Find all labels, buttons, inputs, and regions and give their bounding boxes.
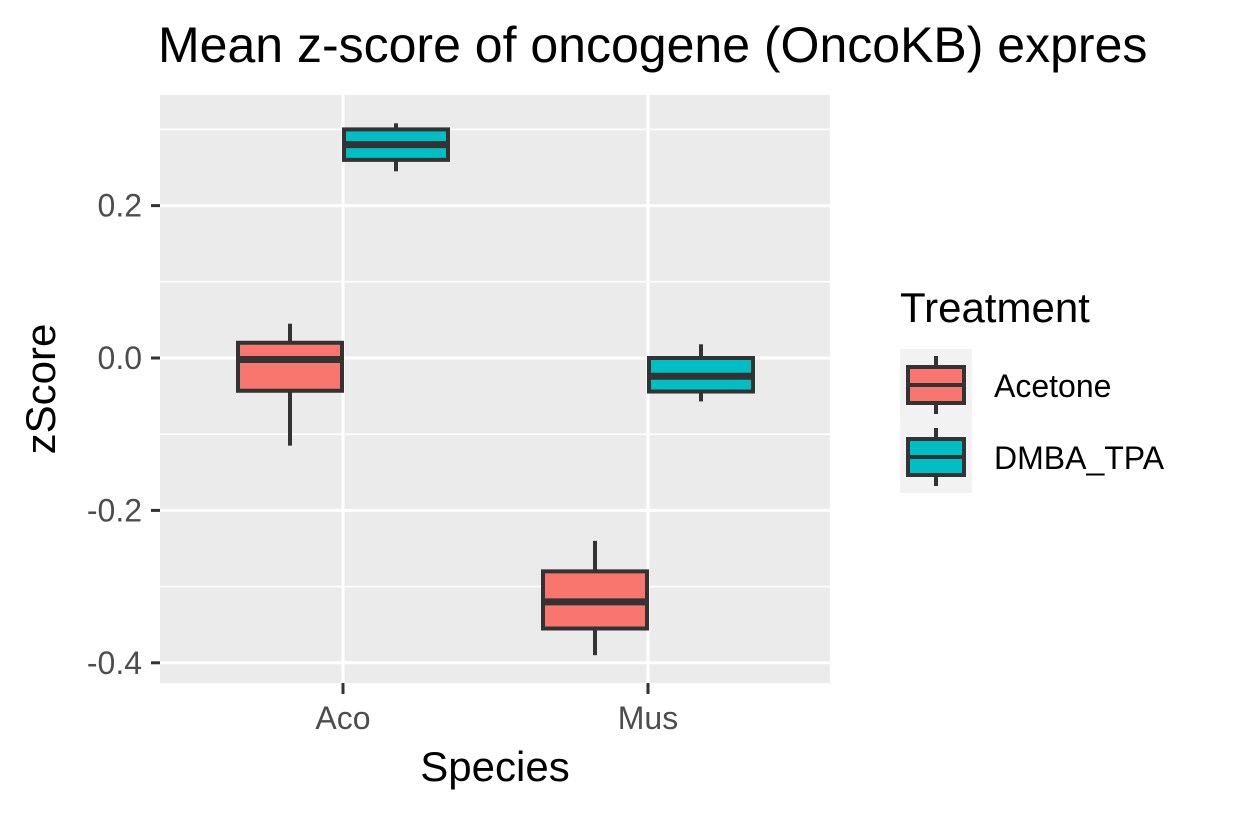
boxplot-Acetone-Aco bbox=[236, 323, 344, 446]
legend-item-DMBA_TPA: DMBA_TPA bbox=[900, 421, 1165, 493]
y-axis: 0.2 0.0 -0.2 -0.4 bbox=[87, 188, 160, 681]
legend-label: DMBA_TPA bbox=[994, 440, 1165, 476]
legend-item-Acetone: Acetone bbox=[900, 349, 1111, 421]
boxplot-DMBA_TPA-Mus bbox=[647, 344, 755, 402]
x-tick-label: Mus bbox=[618, 700, 678, 736]
y-axis-title: zScore bbox=[17, 324, 64, 455]
box-iqr bbox=[236, 340, 344, 393]
y-tick-label: -0.2 bbox=[87, 492, 142, 528]
x-axis: Aco Mus bbox=[315, 683, 678, 736]
legend: Treatment Acetone DMBA_TPA bbox=[900, 284, 1165, 493]
x-tick-label: Aco bbox=[315, 700, 370, 736]
x-axis-title: Species bbox=[420, 743, 569, 790]
legend-label: Acetone bbox=[994, 368, 1111, 404]
chart-title: Mean z-score of oncogene (OncoKB) expres bbox=[158, 17, 1147, 73]
legend-title: Treatment bbox=[900, 284, 1090, 331]
y-tick-label: 0.0 bbox=[98, 340, 142, 376]
boxplot-Acetone-Mus bbox=[541, 540, 649, 656]
legend-items: Acetone DMBA_TPA bbox=[900, 349, 1165, 493]
y-tick-label: 0.2 bbox=[98, 188, 142, 224]
y-tick-label: -0.4 bbox=[87, 645, 142, 681]
box-layer bbox=[236, 123, 755, 656]
boxplot-DMBA_TPA-Aco bbox=[342, 123, 450, 172]
